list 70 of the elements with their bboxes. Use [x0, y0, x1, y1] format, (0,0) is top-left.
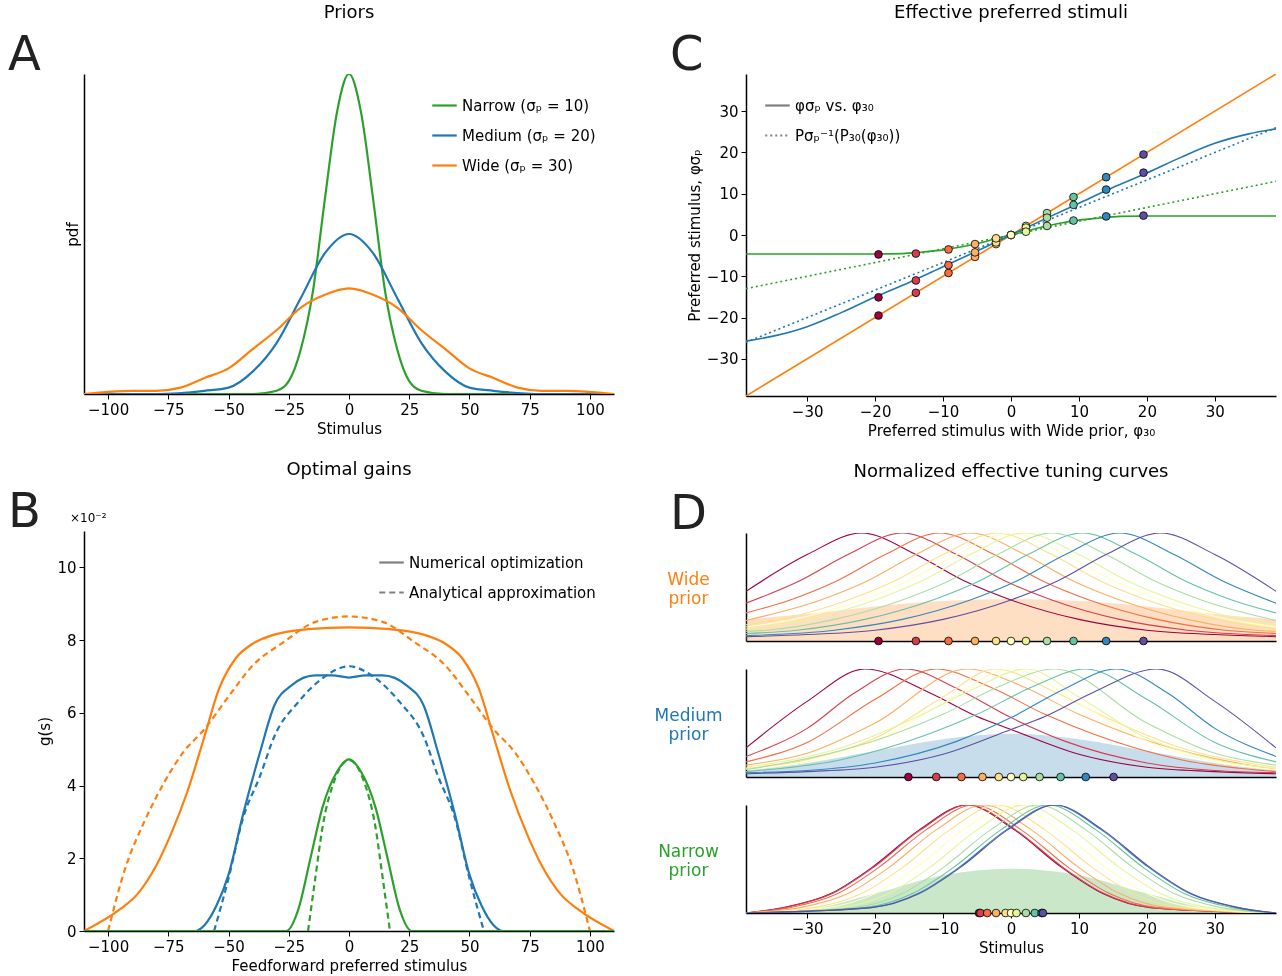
x-tick-label: 0 [1006, 402, 1017, 421]
x-tick-label: −75 [152, 937, 185, 956]
legend-label: Narrow (σₚ = 10) [462, 96, 590, 115]
y-axis-title: g(s) [36, 716, 55, 747]
y-tick-label: 10 [719, 185, 739, 204]
x-tick-label: 25 [400, 937, 420, 956]
y-axis-title: pdf [63, 221, 82, 247]
y-tick-label: 6 [66, 704, 77, 723]
x-axis-title: Feedforward preferred stimulus [231, 956, 468, 975]
x-tick-label: 25 [400, 400, 420, 419]
x-tick-label: 0 [344, 937, 355, 956]
chart-title: Priors [323, 1, 375, 22]
x-tick-label: 20 [1137, 919, 1157, 938]
x-tick-label: −20 [859, 919, 892, 938]
y-tick-label: 20 [719, 143, 739, 162]
y-tick-label: 0 [728, 226, 739, 245]
text: D [670, 484, 707, 540]
x-tick-label: 50 [460, 937, 480, 956]
x-tick-label: −30 [791, 919, 824, 938]
x-tick-label: 75 [520, 400, 540, 419]
annotation: Analytical approximation [409, 583, 596, 602]
y-tick-label: 8 [66, 631, 77, 650]
x-tick-label: 0 [344, 400, 355, 419]
x-tick-label: −10 [927, 919, 960, 938]
x-axis-title: Stimulus [316, 419, 383, 438]
y-tick-label: −20 [706, 309, 739, 328]
text: B [8, 482, 41, 538]
x-tick-label: −100 [87, 400, 130, 419]
x-tick-label: 10 [1069, 402, 1089, 421]
x-tick-label: −25 [273, 937, 306, 956]
annotation: φσₚ vs. φ₃₀ [795, 96, 874, 115]
legend-label: Wide (σₚ = 30) [462, 156, 574, 175]
chart-title: Effective preferred stimuli [894, 1, 1128, 22]
y-tick-label: 4 [66, 777, 77, 796]
x-tick-label: −50 [213, 937, 245, 956]
y-tick-label: 10 [57, 558, 77, 577]
legend-label: Medium (σₚ = 20) [462, 126, 596, 145]
x-tick-label: 75 [520, 937, 540, 956]
y-tick-label: 30 [719, 102, 739, 121]
x-tick-label: 100 [576, 400, 605, 419]
y-axis-title: Narrow prior [658, 840, 719, 880]
y-axis-title: Preferred stimulus, φσₚ [685, 149, 704, 322]
x-tick-label: 20 [1137, 402, 1157, 421]
y-tick-label: −30 [706, 350, 739, 369]
x-tick-label: −30 [791, 402, 824, 421]
chart-title: Optimal gains [286, 458, 412, 479]
x-tick-label: 0 [1006, 919, 1017, 938]
chart-title: Normalized effective tuning curves [853, 460, 1169, 481]
x-axis-title: Stimulus [978, 938, 1045, 957]
y-tick-label: 2 [66, 849, 77, 868]
text: C [670, 25, 704, 81]
x-tick-label: −10 [927, 402, 960, 421]
x-tick-label: −100 [87, 937, 130, 956]
x-tick-label: 30 [1205, 919, 1225, 938]
y-axis-title: Wide prior [667, 568, 710, 608]
x-tick-label: 100 [576, 937, 605, 956]
x-tick-label: −20 [859, 402, 892, 421]
annotation: Numerical optimization [409, 553, 584, 572]
x-tick-label: −75 [152, 400, 185, 419]
y-axis-title: Medium prior [654, 704, 723, 744]
x-tick-label: −25 [273, 400, 306, 419]
x-tick-label: −50 [213, 400, 245, 419]
x-tick-label: 10 [1069, 919, 1089, 938]
x-axis-title: Preferred stimulus with Wide prior, φ₃₀ [867, 421, 1156, 440]
annotation: Pσₚ⁻¹(P₃₀(φ₃₀)) [795, 126, 901, 145]
text: A [8, 25, 41, 81]
text: ×10⁻² [70, 511, 107, 525]
y-tick-label: −10 [706, 267, 739, 286]
x-tick-label: 50 [460, 400, 480, 419]
x-tick-label: 30 [1205, 402, 1225, 421]
